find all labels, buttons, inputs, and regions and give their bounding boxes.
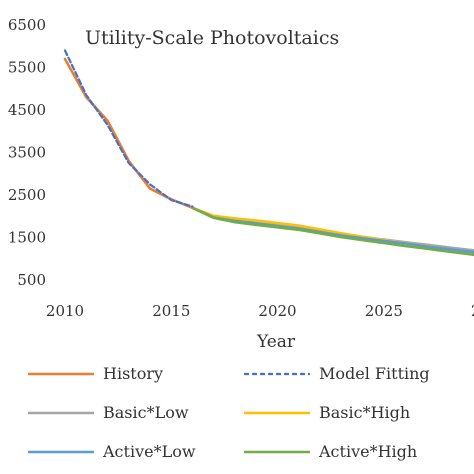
x-tick-label: 2025 [365,302,403,320]
chart-title: Utility-Scale Photovoltaics [85,27,339,49]
y-tick-label: 4500 [8,101,46,119]
x-tick-label: 2010 [46,302,84,320]
legend-item: Basic*High [244,403,410,422]
series-line-0 [63,57,194,210]
legend-item: History [28,364,163,383]
legend-label: Active*High [318,442,417,461]
legend: History Model Fitting Basic*Low Basic*High A… [28,364,430,461]
series-line-5 [191,206,474,257]
x-tick-label: 2030 [471,302,474,320]
legend-label: Basic*High [319,403,410,422]
series-line-2 [191,206,474,252]
x-axis-label: Year [256,332,296,352]
legend-label: Basic*Low [103,403,189,422]
y-tick-label: 2500 [8,186,46,204]
y-tick-label: 500 [17,271,46,289]
legend-label: History [103,364,163,383]
tick-labels: 2010 2015 2020 2025 2030 6500 5500 4500 3500 2500… [8,16,474,320]
x-tick-label: 2015 [152,302,190,320]
legend-item: Basic*Low [28,403,189,422]
y-tick-label: 5500 [8,59,46,77]
y-tick-label: 3500 [8,144,46,162]
legend-label: Active*Low [102,442,196,461]
legend-item: Active*Low [28,442,196,461]
y-tick-label: 6500 [8,16,46,34]
y-tick-label: 1500 [8,229,46,247]
plot-area [63,49,474,257]
legend-label: Model Fitting [319,364,430,383]
x-tick-label: 2020 [258,302,296,320]
legend-item: Model Fitting [244,364,430,383]
legend-item: Active*High [244,442,417,461]
series-line-1 [63,49,194,208]
